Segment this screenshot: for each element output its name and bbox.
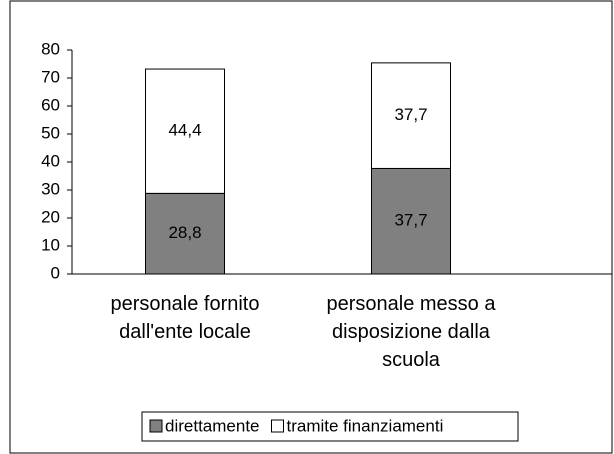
legend-swatch — [149, 419, 163, 433]
legend-box — [141, 411, 519, 442]
y-tick-label: 60 — [41, 95, 60, 114]
legend-label: direttamente — [165, 416, 260, 435]
y-tick-label: 80 — [41, 39, 60, 58]
x-tick-label: personale fornito dall'ente locale — [110, 293, 260, 343]
y-tick-label: 40 — [41, 151, 60, 170]
value-label: 28,8 — [168, 223, 201, 242]
y-tick-label: 10 — [41, 235, 60, 254]
bar-segment — [145, 192, 225, 275]
y-tick-label: 70 — [41, 67, 60, 86]
value-label: 44,4 — [168, 121, 201, 140]
value-label: 37,7 — [394, 211, 427, 230]
y-tick-label: 0 — [51, 263, 60, 282]
bar-segment — [371, 62, 451, 169]
frame — [9, 0, 613, 454]
x-tick-label: personale messo a disposizione dalla scu… — [326, 293, 496, 371]
bar-segment — [371, 167, 451, 275]
legend-swatch — [271, 419, 284, 433]
bar-segment — [145, 68, 225, 194]
legend-label: tramite finanziamenti — [287, 416, 444, 435]
y-tick-label: 50 — [41, 123, 60, 142]
y-tick-label: 30 — [41, 179, 60, 198]
value-label: 37,7 — [394, 105, 427, 124]
y-tick-label: 20 — [41, 207, 60, 226]
